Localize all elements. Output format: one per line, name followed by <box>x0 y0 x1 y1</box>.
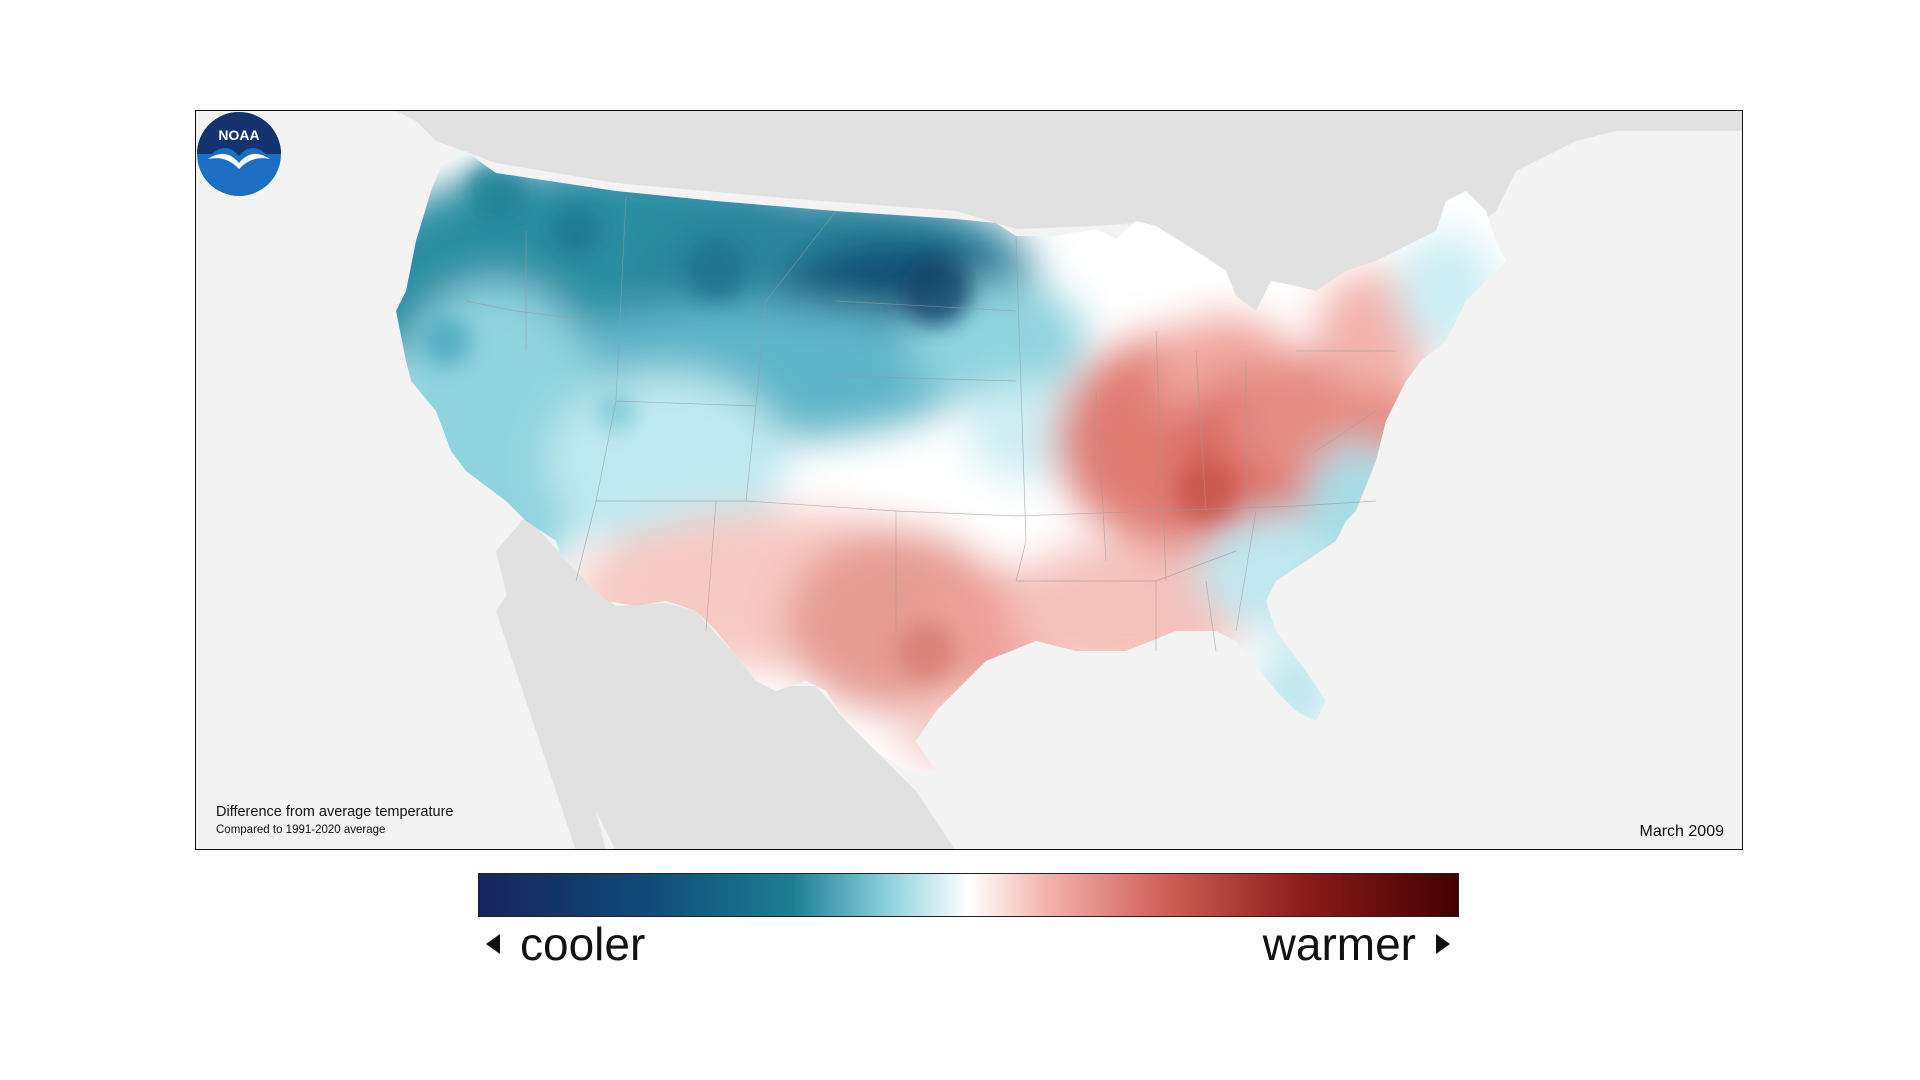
legend-cooler-label: cooler <box>520 918 646 970</box>
canada-landmass <box>396 111 1742 341</box>
baja-peninsula <box>496 581 606 849</box>
map-date: March 2009 <box>1639 823 1725 840</box>
mexico-landmass <box>496 516 955 849</box>
state-borders <box>465 195 1396 652</box>
map-caption-subtitle: Compared to 1991-2020 average <box>216 824 386 836</box>
noaa-logo-text: NOAA <box>218 127 259 143</box>
map-frame: NOAA Difference from average temperature… <box>195 110 1743 850</box>
arrow-right-icon <box>1436 934 1450 954</box>
temperature-anomaly-map <box>196 111 1742 849</box>
map-caption-title: Difference from average temperature <box>216 804 454 820</box>
legend-color-bar <box>478 873 1459 917</box>
noaa-logo: NOAA <box>197 112 281 196</box>
arrow-left-icon <box>486 934 500 954</box>
legend-cooler: cooler <box>486 914 645 974</box>
legend-warmer-label: warmer <box>1262 918 1416 970</box>
legend-warmer: warmer <box>1263 914 1450 974</box>
